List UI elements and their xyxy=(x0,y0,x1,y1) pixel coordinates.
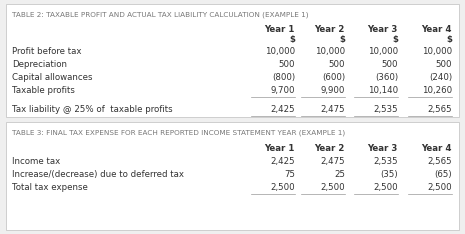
Text: 2,475: 2,475 xyxy=(320,105,345,114)
Text: $: $ xyxy=(392,35,398,44)
Text: (360): (360) xyxy=(375,73,398,82)
Text: TABLE 2: TAXABLE PROFIT AND ACTUAL TAX LIABILITY CALCULATION (EXAMPLE 1): TABLE 2: TAXABLE PROFIT AND ACTUAL TAX L… xyxy=(12,11,308,18)
Text: 10,140: 10,140 xyxy=(368,86,398,95)
Text: 9,700: 9,700 xyxy=(271,86,295,95)
Text: 500: 500 xyxy=(279,60,295,69)
Text: Year 2: Year 2 xyxy=(315,25,345,34)
Text: 2,535: 2,535 xyxy=(373,105,398,114)
Text: Year 4: Year 4 xyxy=(421,144,452,153)
Text: $: $ xyxy=(289,35,295,44)
Text: 2,500: 2,500 xyxy=(373,183,398,192)
Text: (600): (600) xyxy=(322,73,345,82)
Text: Year 2: Year 2 xyxy=(315,144,345,153)
Text: 2,565: 2,565 xyxy=(427,105,452,114)
Text: (240): (240) xyxy=(429,73,452,82)
FancyBboxPatch shape xyxy=(6,4,459,117)
Text: Total tax expense: Total tax expense xyxy=(12,183,88,192)
Text: 10,260: 10,260 xyxy=(422,86,452,95)
Text: 2,425: 2,425 xyxy=(270,157,295,166)
Text: Profit before tax: Profit before tax xyxy=(12,47,81,56)
Text: 2,500: 2,500 xyxy=(427,183,452,192)
Text: 2,500: 2,500 xyxy=(320,183,345,192)
Text: 10,000: 10,000 xyxy=(422,47,452,56)
Text: Depreciation: Depreciation xyxy=(12,60,67,69)
Text: 10,000: 10,000 xyxy=(368,47,398,56)
Text: 10,000: 10,000 xyxy=(315,47,345,56)
Text: Year 3: Year 3 xyxy=(368,144,398,153)
Text: Income tax: Income tax xyxy=(12,157,60,166)
Text: $: $ xyxy=(446,35,452,44)
Text: Year 1: Year 1 xyxy=(265,25,295,34)
Text: 25: 25 xyxy=(334,170,345,179)
Text: Year 4: Year 4 xyxy=(421,25,452,34)
Text: $: $ xyxy=(339,35,345,44)
Text: 500: 500 xyxy=(436,60,452,69)
Text: Increase/(decrease) due to deferred tax: Increase/(decrease) due to deferred tax xyxy=(12,170,184,179)
Text: 2,565: 2,565 xyxy=(427,157,452,166)
Text: 500: 500 xyxy=(328,60,345,69)
Text: (35): (35) xyxy=(380,170,398,179)
Text: 9,900: 9,900 xyxy=(321,86,345,95)
Text: 2,475: 2,475 xyxy=(320,157,345,166)
Text: 10,000: 10,000 xyxy=(265,47,295,56)
Text: Taxable profits: Taxable profits xyxy=(12,86,75,95)
Text: 2,535: 2,535 xyxy=(373,157,398,166)
Text: (800): (800) xyxy=(272,73,295,82)
Text: Capital allowances: Capital allowances xyxy=(12,73,93,82)
Text: 2,425: 2,425 xyxy=(270,105,295,114)
Text: TABLE 3: FINAL TAX EXPENSE FOR EACH REPORTED INCOME STATEMENT YEAR (EXAMPLE 1): TABLE 3: FINAL TAX EXPENSE FOR EACH REPO… xyxy=(12,130,345,136)
Text: 75: 75 xyxy=(284,170,295,179)
Text: Year 3: Year 3 xyxy=(368,25,398,34)
Text: 2,500: 2,500 xyxy=(270,183,295,192)
Text: 500: 500 xyxy=(381,60,398,69)
FancyBboxPatch shape xyxy=(6,122,459,230)
Text: Year 1: Year 1 xyxy=(265,144,295,153)
Text: Tax liability @ 25% of  taxable profits: Tax liability @ 25% of taxable profits xyxy=(12,105,173,114)
Text: (65): (65) xyxy=(434,170,452,179)
